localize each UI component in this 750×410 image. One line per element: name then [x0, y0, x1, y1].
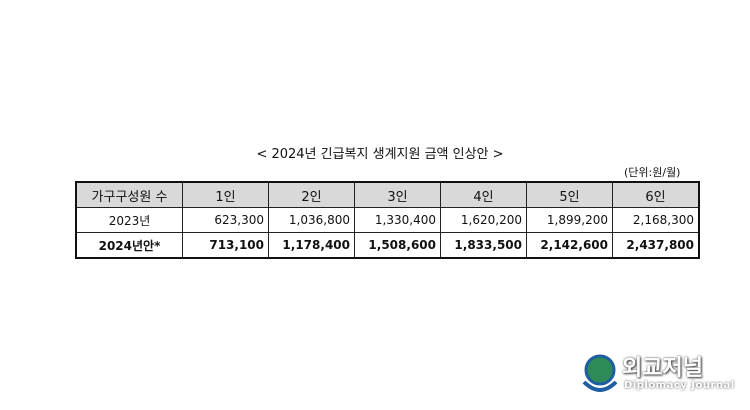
watermark-subtitle: Diplomacy Journal [624, 380, 735, 391]
cell: 1,178,400 [268, 232, 355, 259]
unit-note: (단위:원/월) [624, 166, 681, 179]
cell: 1,330,400 [354, 207, 441, 233]
row-label: 2024년안* [75, 232, 183, 259]
cell: 1인 [182, 181, 269, 208]
table-row: 2024년안* 713,100 1,178,400 1,508,600 1,833,50… [75, 232, 700, 259]
table-row: 가구구성원 수 1인 2인 3인 4인 5인 6인 [75, 181, 700, 208]
cell: 2인 [268, 181, 355, 208]
row-label: 2023년 [75, 207, 183, 233]
cell: 5인 [526, 181, 613, 208]
row-label: 가구구성원 수 [75, 181, 183, 208]
cell: 4인 [440, 181, 527, 208]
watermark: 외교저널 Diplomacy Journal [580, 350, 740, 400]
cell: 713,100 [182, 232, 269, 259]
watermark-logo [582, 354, 618, 392]
cell: 1,620,200 [440, 207, 527, 233]
cell: 623,300 [182, 207, 269, 233]
cell: 2,142,600 [526, 232, 613, 259]
cell: 2,437,800 [612, 232, 700, 259]
watermark-title: 외교저널 [622, 356, 703, 381]
table: 가구구성원 수 1인 2인 3인 4인 5인 6인 2023년 623,300 1,036,800… [75, 181, 700, 259]
cell: 2,168,300 [612, 207, 700, 233]
table-row: 2023년 623,300 1,036,800 1,330,400 1,620,200 1… [75, 207, 700, 233]
title: < 2024년 긴급복지 생계지원 금액 인상안 > [256, 147, 504, 162]
cell: 1,833,500 [440, 232, 527, 259]
cell: 1,899,200 [526, 207, 613, 233]
cell: 1,036,800 [268, 207, 355, 233]
cell: 3인 [354, 181, 441, 208]
cell: 6인 [612, 181, 700, 208]
cell: 1,508,600 [354, 232, 441, 259]
